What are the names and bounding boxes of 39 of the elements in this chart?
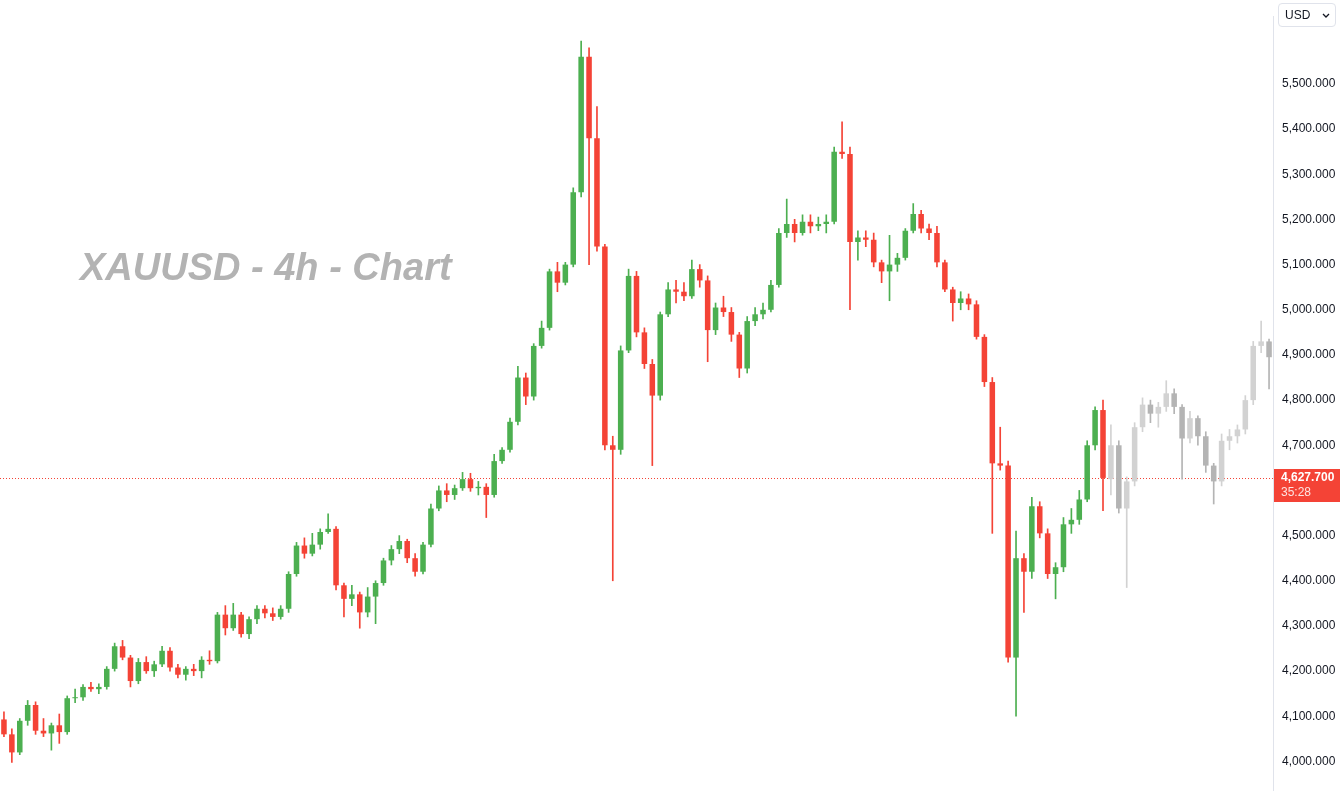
candlestick xyxy=(997,426,1003,471)
candlestick xyxy=(863,230,869,247)
candlestick xyxy=(855,230,861,261)
candlestick xyxy=(56,713,63,744)
candlestick xyxy=(72,688,78,704)
candlestick xyxy=(839,121,845,159)
y-tick-label: 5,400.000 xyxy=(1282,121,1336,136)
y-tick-label: 4,500.000 xyxy=(1282,527,1336,542)
candlestick xyxy=(443,483,450,503)
candlestick xyxy=(783,198,790,238)
y-tick-label: 5,000.000 xyxy=(1282,302,1336,317)
candlestick xyxy=(1021,553,1027,613)
ref-line-label: 4,627.700 xyxy=(1281,470,1335,485)
y-tick-label: 4,400.000 xyxy=(1282,573,1336,588)
text: XAUUSD - 4h - Chart xyxy=(80,246,452,289)
y-axis-title: USD xyxy=(1285,8,1311,22)
text: 35:28 xyxy=(1281,485,1312,500)
candlestick xyxy=(325,513,331,534)
y-tick-label: 4,700.000 xyxy=(1282,437,1336,452)
y-tick-label: 4,300.000 xyxy=(1282,618,1336,633)
y-tick-label: 4,900.000 xyxy=(1282,347,1336,362)
candlestick xyxy=(823,214,830,234)
candlestick xyxy=(681,282,687,302)
candlestick xyxy=(957,291,964,311)
y-tick-label: 5,200.000 xyxy=(1282,211,1336,226)
candlestick xyxy=(96,683,102,695)
y-tick-label: 5,100.000 xyxy=(1282,256,1336,271)
y-tick-label: 5,500.000 xyxy=(1282,76,1336,91)
y-tick-label: 5,300.000 xyxy=(1282,166,1336,181)
dropdown-field: USD xyxy=(1278,3,1336,27)
candlestick xyxy=(349,584,355,606)
candlestick xyxy=(1258,320,1264,354)
y-tick-label: 4,100.000 xyxy=(1282,708,1336,723)
candlestick xyxy=(88,682,94,692)
candlestick xyxy=(1123,476,1130,588)
candlestick xyxy=(673,280,679,304)
y-tick-label: 4,200.000 xyxy=(1282,663,1336,678)
y-tick-label: 4,800.000 xyxy=(1282,392,1336,407)
y-tick-label: 4,000.000 xyxy=(1282,753,1336,768)
